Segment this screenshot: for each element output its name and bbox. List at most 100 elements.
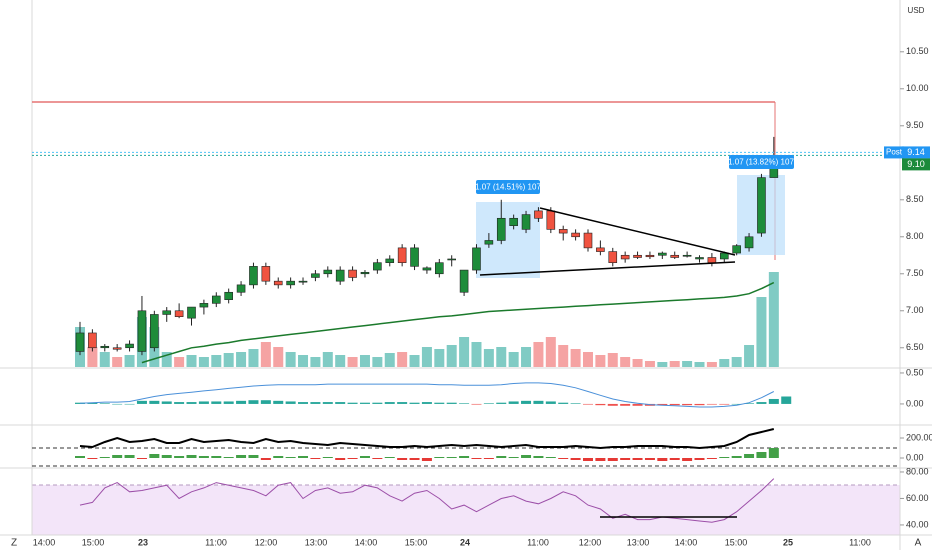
- candle-body: [112, 347, 122, 350]
- volume-bar: [731, 357, 742, 367]
- histogram-bar: [359, 456, 370, 458]
- y-tick-label: 6.50: [906, 342, 924, 352]
- histogram-bar: [719, 457, 730, 458]
- candle-body: [558, 229, 568, 234]
- histogram-bar: [248, 400, 259, 404]
- x-tick-label: 11:00: [205, 537, 227, 547]
- volume-bar: [87, 347, 98, 367]
- histogram-bar: [471, 458, 482, 459]
- y-tick-label: 0.50: [906, 367, 924, 377]
- candle-body: [88, 332, 97, 349]
- histogram-bar: [260, 400, 271, 404]
- volume-bar: [273, 347, 284, 367]
- candle-body: [397, 247, 407, 263]
- histogram-bar: [483, 403, 494, 404]
- indicator-line: [79, 382, 775, 408]
- histogram-bar: [719, 403, 730, 405]
- post-tag-label: Post: [886, 148, 903, 157]
- volume-bar: [508, 352, 519, 367]
- candle-body: [162, 310, 172, 315]
- currency: USD: [908, 6, 925, 15]
- histogram-bar: [198, 456, 209, 458]
- histogram-bar: [248, 455, 259, 458]
- histogram-bar: [731, 456, 742, 458]
- volume-bar: [719, 359, 730, 367]
- volume-bar: [372, 357, 383, 367]
- volume-bar: [409, 355, 420, 367]
- x-tick-label: 11:00: [849, 537, 871, 547]
- volume-bar: [421, 347, 432, 367]
- volume-bar: [595, 355, 606, 367]
- y-tick-label: 8.50: [906, 194, 924, 204]
- volume-bar: [174, 357, 185, 367]
- candle-body: [719, 252, 729, 260]
- histogram-bar: [409, 458, 420, 460]
- volume-bar: [545, 337, 556, 367]
- volume-bar: [669, 361, 680, 367]
- histogram-bar: [335, 458, 346, 460]
- volume-bar: [186, 355, 197, 367]
- y-tick-label: 80.00: [906, 466, 929, 476]
- volume-bar: [223, 353, 234, 367]
- volume-bar: [112, 357, 123, 367]
- histogram-bar: [496, 456, 507, 458]
- trend-line: [539, 207, 736, 256]
- volume-bar: [483, 349, 494, 367]
- histogram-bar: [149, 400, 160, 404]
- y-tick-label: 7.00: [906, 305, 924, 315]
- x-tick-label: 23: [138, 537, 148, 547]
- histogram-bar: [694, 403, 705, 406]
- histogram-bar: [446, 457, 457, 458]
- histogram-bar: [372, 458, 383, 459]
- candle-body: [249, 266, 258, 286]
- histogram-bar: [657, 403, 668, 406]
- histogram-bar: [347, 402, 358, 404]
- volume-bar: [99, 352, 110, 367]
- histogram-bar: [223, 401, 234, 404]
- trend-line: [479, 261, 736, 276]
- candle-body: [273, 280, 283, 286]
- histogram-bar: [508, 401, 519, 404]
- candle-body: [571, 232, 580, 238]
- x-tick-label: 15:00: [725, 537, 748, 547]
- histogram-bar: [174, 456, 185, 458]
- histogram-bar: [768, 448, 779, 458]
- histogram-bar: [582, 403, 593, 405]
- candle-body: [596, 247, 605, 252]
- volume-bar: [260, 342, 271, 367]
- histogram-bar: [533, 400, 544, 404]
- histogram-bar: [112, 455, 123, 458]
- candle-body: [744, 236, 754, 249]
- histogram-bar: [682, 458, 693, 461]
- volume-bar: [211, 355, 222, 367]
- candle-body: [187, 306, 196, 319]
- histogram-bar: [620, 458, 631, 460]
- histogram-bar: [496, 402, 507, 404]
- y-tick-label: 0.00: [906, 398, 924, 408]
- histogram-bar: [644, 458, 655, 460]
- histogram-bar: [558, 458, 569, 459]
- candle-body: [682, 254, 692, 257]
- volume-bar: [632, 359, 643, 367]
- volume-bar: [236, 352, 247, 367]
- x-tick-label: 13:00: [305, 537, 328, 547]
- candle-body: [435, 262, 444, 275]
- histogram-bar: [273, 456, 284, 458]
- candle-body: [75, 332, 85, 352]
- volume-bar: [434, 349, 445, 367]
- candle-body: [695, 257, 704, 260]
- candle-body: [125, 343, 134, 349]
- volume-bar: [706, 362, 717, 367]
- histogram-bar: [87, 402, 98, 404]
- histogram-bar: [744, 454, 755, 458]
- volume-bar: [694, 362, 705, 367]
- histogram-bar: [471, 403, 482, 405]
- histogram-bar: [99, 457, 110, 458]
- histogram-bar: [768, 398, 779, 404]
- histogram-bar: [322, 402, 333, 404]
- histogram-bar: [161, 455, 172, 458]
- histogram-bar: [632, 458, 643, 460]
- candle-body: [174, 310, 184, 317]
- candle-body: [496, 217, 506, 241]
- histogram-bar: [521, 400, 532, 404]
